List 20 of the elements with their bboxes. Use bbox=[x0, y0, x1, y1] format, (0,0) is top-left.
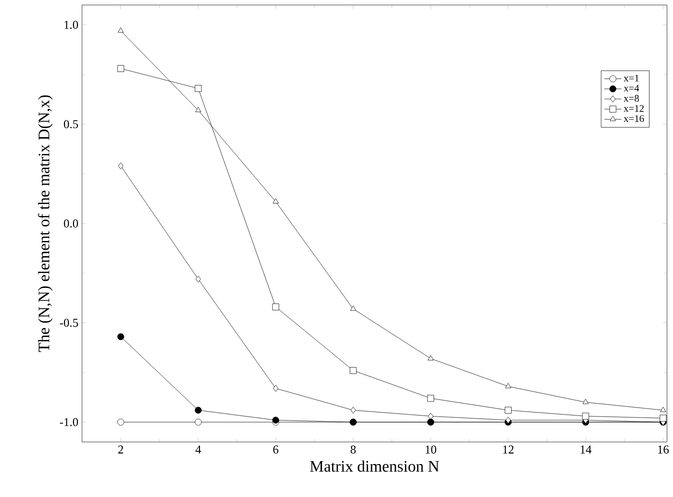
x-tick-label: 8 bbox=[350, 446, 356, 454]
legend-label: x=4 bbox=[624, 84, 640, 92]
y-axis-title: The (N,N) element of the matrix D(N,x) bbox=[38, 95, 53, 352]
x-tick-label: 6 bbox=[273, 446, 278, 454]
x-tick-label: 14 bbox=[580, 446, 592, 454]
y-tick-label: 0.0 bbox=[64, 219, 78, 228]
x-tick-label: 2 bbox=[118, 446, 124, 454]
x-tick-label: 16 bbox=[658, 446, 669, 454]
x-tick-label: 12 bbox=[503, 446, 514, 454]
y-tick-label: -1.0 bbox=[60, 418, 78, 426]
y-tick-label: 1.0 bbox=[64, 20, 78, 29]
y-tick-label: -0.5 bbox=[60, 318, 78, 327]
x-tick-label: 4 bbox=[195, 446, 202, 454]
legend-label: x=1 bbox=[624, 74, 639, 82]
x-axis-title: Matrix dimension N bbox=[310, 460, 440, 472]
y-tick-label: 0.5 bbox=[64, 120, 78, 128]
x-tick-label: 10 bbox=[426, 446, 436, 454]
legend-label: x=16 bbox=[624, 115, 644, 122]
legend-label: x=8 bbox=[624, 94, 639, 102]
legend-label: x=12 bbox=[624, 105, 644, 112]
